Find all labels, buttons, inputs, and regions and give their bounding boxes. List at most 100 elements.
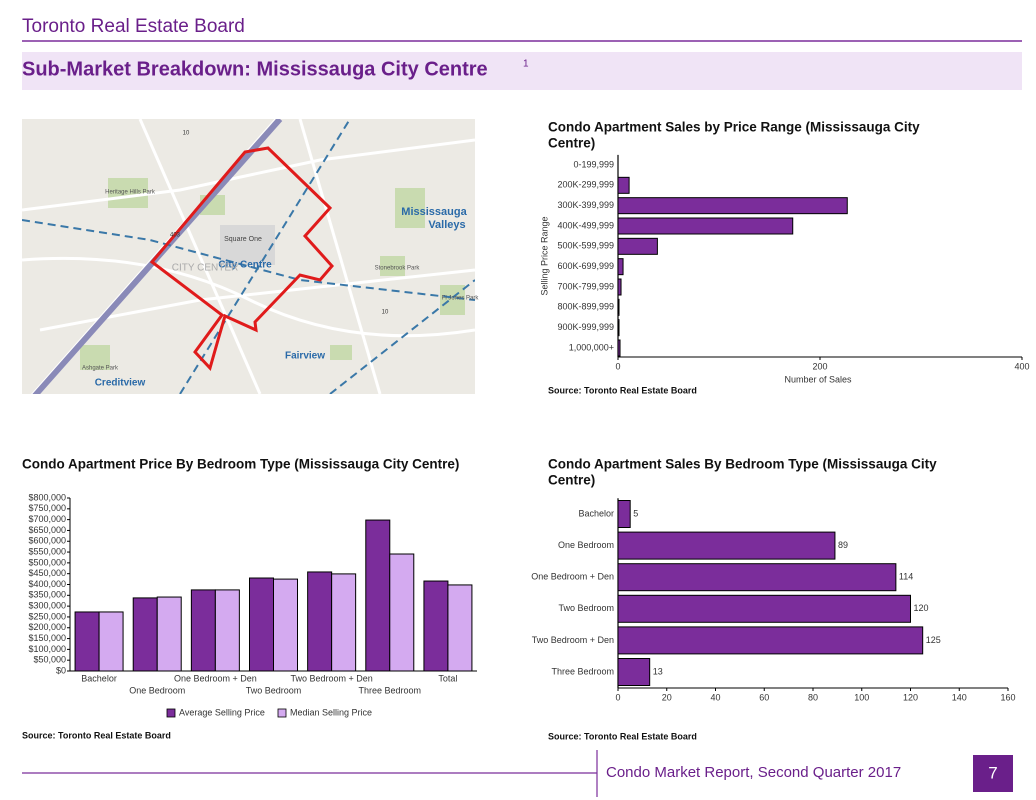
y-tick-label: 700K-799,999 — [557, 281, 614, 291]
bar — [617, 197, 848, 215]
y-tick-label: $500,000 — [28, 557, 66, 567]
y-tick-label: $0 — [56, 665, 66, 675]
page-number: 7 — [988, 763, 997, 782]
chart-title: Condo Apartment Price By Bedroom Type (M… — [22, 457, 459, 472]
bar — [617, 531, 836, 560]
y-tick-label: 500K-599,999 — [557, 241, 614, 251]
data-label: 120 — [914, 603, 929, 613]
y-tick-label: 800K-899,999 — [557, 302, 614, 312]
map-label: Ashgate Park — [82, 366, 119, 372]
data-label: 125 — [926, 635, 941, 645]
map-label: Stonebrook Park — [375, 266, 421, 272]
y-tick-label: Two Bedroom — [558, 603, 614, 613]
bar — [423, 580, 449, 672]
x-tick-label: 120 — [903, 692, 918, 702]
x-tick-label: 400 — [1014, 361, 1029, 371]
bar — [617, 500, 631, 528]
y-tick-label: $100,000 — [28, 644, 66, 654]
legend-label: Median Selling Price — [290, 707, 372, 717]
x-tick-label: 60 — [759, 692, 769, 702]
map-label: CITY CENTER — [172, 263, 239, 274]
bar — [156, 596, 182, 672]
y-tick-label: $200,000 — [28, 622, 66, 632]
x-tick-label: 80 — [808, 692, 818, 702]
x-tick-label: Three Bedroom — [359, 685, 422, 695]
bar — [389, 553, 415, 672]
x-tick-label: 0 — [615, 692, 620, 702]
legend-swatch — [166, 708, 176, 718]
bar — [617, 237, 658, 255]
x-tick-label: One Bedroom + Den — [174, 673, 257, 683]
chart-title: Condo Apartment Sales By Bedroom Type (M… — [548, 457, 937, 472]
map-label: Square One — [224, 236, 262, 243]
data-label: 89 — [838, 540, 848, 550]
x-tick-label: 100 — [854, 692, 869, 702]
y-tick-label: 400K-499,999 — [557, 220, 614, 230]
y-tick-label: $550,000 — [28, 546, 66, 556]
y-tick-label: $150,000 — [28, 633, 66, 643]
y-tick-label: $750,000 — [28, 503, 66, 513]
data-label: 13 — [653, 666, 663, 676]
bar — [190, 589, 216, 672]
bar — [617, 594, 911, 623]
organization: Toronto Real Estate Board — [22, 16, 245, 37]
map-label: Mississauga — [401, 206, 467, 218]
y-tick-label: $600,000 — [28, 536, 66, 546]
x-tick-label: 0 — [615, 361, 620, 371]
y-tick-label: 1,000,000+ — [569, 342, 614, 352]
y-tick-label: $450,000 — [28, 568, 66, 578]
page-box — [973, 755, 1013, 792]
map-label: Fairview — [285, 351, 325, 362]
y-tick-label: $400,000 — [28, 579, 66, 589]
x-tick-label: Two Bedroom + Den — [290, 673, 372, 683]
map-label: Creditview — [95, 378, 146, 389]
map-label: 403 — [170, 233, 181, 239]
map-label: City Centre — [218, 260, 272, 271]
y-tick-label: One Bedroom — [558, 540, 614, 550]
y-tick-label: 200K-299,999 — [557, 180, 614, 190]
bar — [273, 578, 298, 672]
bar — [331, 573, 357, 672]
y-tick-label: $50,000 — [33, 655, 66, 665]
chart-title: Centre) — [548, 473, 595, 488]
chart-source: Source: Toronto Real Estate Board — [548, 385, 697, 395]
bar — [617, 176, 630, 194]
x-axis-label: Number of Sales — [784, 374, 852, 384]
y-tick-label: 900K-999,999 — [557, 322, 614, 332]
chart-source: Source: Toronto Real Estate Board — [548, 731, 697, 741]
y-tick-label: $650,000 — [28, 525, 66, 535]
y-tick-label: 600K-699,999 — [557, 261, 614, 271]
y-tick-label: 0-199,999 — [573, 159, 614, 169]
title-band — [22, 52, 1022, 90]
y-tick-label: Two Bedroom + Den — [532, 635, 614, 645]
y-tick-label: $800,000 — [28, 492, 66, 502]
y-tick-label: $350,000 — [28, 590, 66, 600]
bar — [365, 519, 391, 672]
x-tick-label: One Bedroom — [129, 685, 185, 695]
y-tick-label: One Bedroom + Den — [531, 572, 614, 582]
report-name: Condo Market Report, Second Quarter 2017 — [606, 764, 901, 781]
legend-swatch — [277, 708, 287, 718]
bar — [617, 626, 924, 655]
bar — [132, 597, 158, 672]
map-label: Fl Jones Park — [442, 296, 480, 302]
x-tick-label: 200 — [812, 361, 827, 371]
bar — [617, 339, 621, 357]
map-label: Heritage Hills Park — [105, 190, 156, 196]
bar — [617, 319, 620, 337]
bar — [249, 577, 274, 672]
y-tick-label: 300K-399,999 — [557, 200, 614, 210]
y-axis-label: Selling Price Range — [539, 216, 549, 295]
bar — [617, 563, 897, 592]
x-tick-label: Bachelor — [81, 673, 117, 683]
bar — [617, 278, 622, 296]
bar — [98, 611, 124, 672]
y-tick-label: $700,000 — [28, 514, 66, 524]
y-tick-label: $250,000 — [28, 611, 66, 621]
footnote-mark: 1 — [523, 59, 529, 70]
x-tick-label: 20 — [662, 692, 672, 702]
map-label: 10 — [382, 310, 389, 316]
legend-label: Average Selling Price — [179, 707, 265, 717]
map-label: 10 — [183, 131, 190, 137]
